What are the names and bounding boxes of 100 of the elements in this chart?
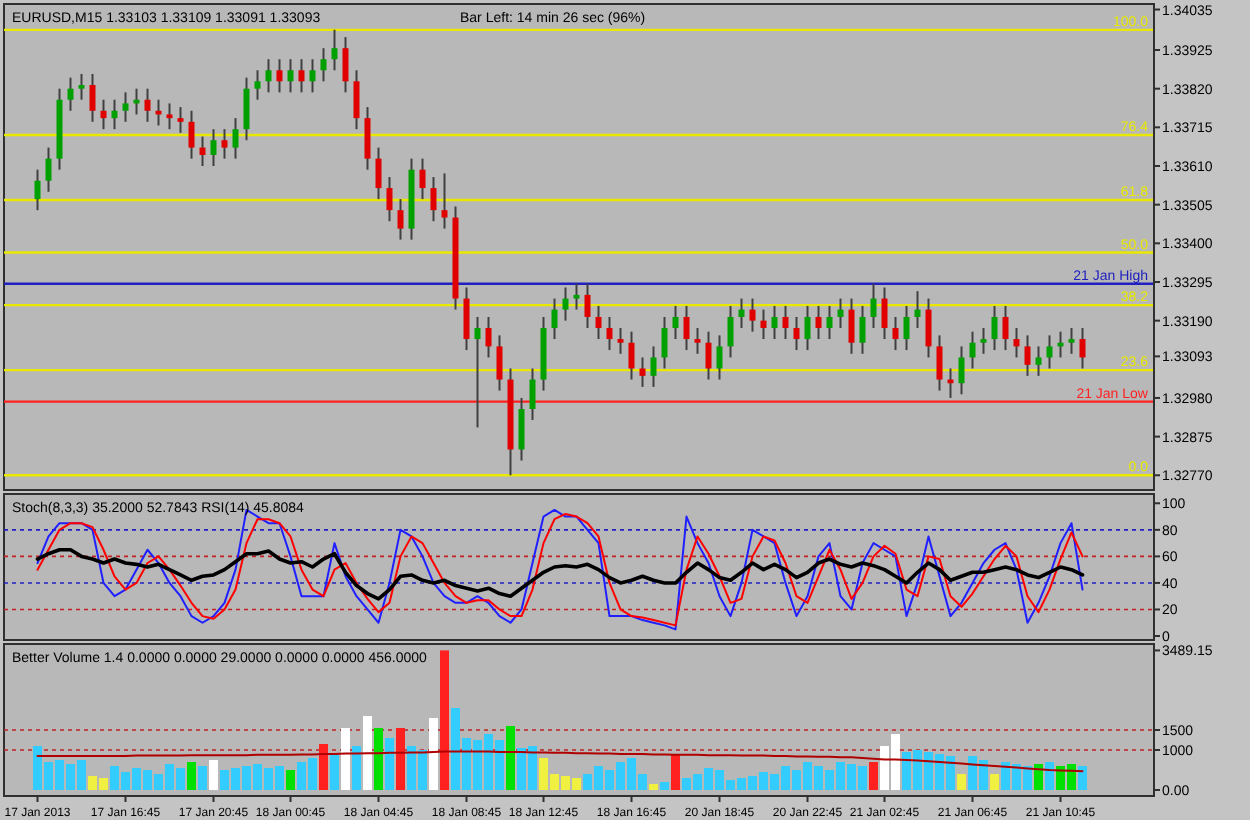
candlestick [34, 168, 41, 212]
candlestick [221, 128, 228, 160]
candlestick [859, 304, 866, 355]
candlestick [705, 330, 712, 381]
candlestick [573, 282, 580, 311]
candlestick [518, 396, 525, 462]
candlestick [639, 356, 646, 388]
bar [385, 738, 394, 790]
candlestick [265, 58, 272, 94]
bar [660, 782, 669, 790]
candlestick [243, 76, 250, 142]
bar [319, 744, 328, 790]
bar [330, 754, 339, 790]
candlestick [936, 334, 943, 392]
candlestick [562, 286, 569, 322]
candlestick [1079, 327, 1086, 370]
candlestick [100, 98, 107, 131]
bar [429, 718, 438, 790]
bar [396, 728, 405, 790]
bar [440, 650, 449, 790]
bar [286, 770, 295, 790]
candlestick [826, 304, 833, 341]
bar [506, 726, 515, 790]
candlestick [45, 146, 52, 193]
candlestick [1024, 334, 1031, 377]
candlestick [1035, 345, 1042, 377]
candlestick [584, 282, 591, 329]
candlestick [661, 315, 668, 370]
candlestick [364, 106, 371, 171]
candlestick [958, 345, 965, 396]
candlestick [210, 128, 217, 167]
bar [341, 728, 350, 790]
candlestick [232, 117, 239, 160]
candlestick [144, 87, 151, 123]
candlestick [837, 297, 844, 329]
candlestick [1013, 327, 1020, 359]
candlestick [804, 304, 811, 352]
bar [187, 762, 196, 790]
candlestick [925, 297, 932, 359]
candlestick [771, 304, 778, 341]
candlestick [716, 334, 723, 381]
candlestick [892, 315, 899, 352]
candlestick [650, 345, 657, 388]
candlestick [419, 157, 426, 201]
bar [990, 774, 999, 790]
candlestick [749, 297, 756, 333]
candlestick [595, 304, 602, 341]
candlestick [683, 304, 690, 352]
candlestick [980, 327, 987, 355]
bar [869, 762, 878, 790]
candlestick [166, 102, 173, 131]
candlestick [738, 297, 745, 329]
bar [649, 784, 658, 790]
candlestick [881, 286, 888, 341]
candlestick [496, 334, 503, 392]
candlestick [529, 367, 536, 422]
candlestick [199, 135, 206, 167]
candlestick [694, 327, 701, 355]
candlestick [331, 28, 338, 72]
bar [209, 760, 218, 790]
candlestick [78, 72, 85, 101]
bar [1078, 766, 1087, 790]
candlestick [1068, 327, 1075, 355]
candlestick [848, 297, 855, 355]
candlestick [254, 69, 261, 101]
candlestick [474, 315, 481, 429]
bar [1045, 762, 1054, 790]
candlestick [89, 72, 96, 123]
candlestick [793, 315, 800, 352]
candlestick [485, 315, 492, 359]
candlestick [1002, 304, 1009, 352]
candlestick [606, 315, 613, 352]
candlestick [969, 330, 976, 370]
candlestick [287, 58, 294, 94]
candlestick [1046, 334, 1053, 370]
candlestick [188, 109, 195, 160]
candlestick [782, 304, 789, 341]
candlestick [122, 91, 129, 123]
candlestick [276, 58, 283, 94]
bar [957, 774, 966, 790]
candlestick [628, 330, 635, 381]
line-series [35, 547, 1085, 601]
bar [363, 716, 372, 790]
candlestick [353, 69, 360, 131]
candlestick [870, 282, 877, 329]
candlestick [397, 198, 404, 241]
candlestick [298, 58, 305, 94]
candlestick [551, 297, 558, 341]
candlestick [815, 304, 822, 341]
candlestick [111, 98, 118, 131]
candlestick [903, 304, 910, 352]
candlestick [342, 36, 349, 94]
candlestick [320, 47, 327, 83]
candlestick [430, 176, 437, 223]
bar [198, 766, 207, 790]
bar [671, 754, 680, 790]
line-series [36, 750, 1084, 773]
candlestick [991, 304, 998, 352]
bar [1034, 764, 1043, 790]
bar [352, 746, 361, 790]
